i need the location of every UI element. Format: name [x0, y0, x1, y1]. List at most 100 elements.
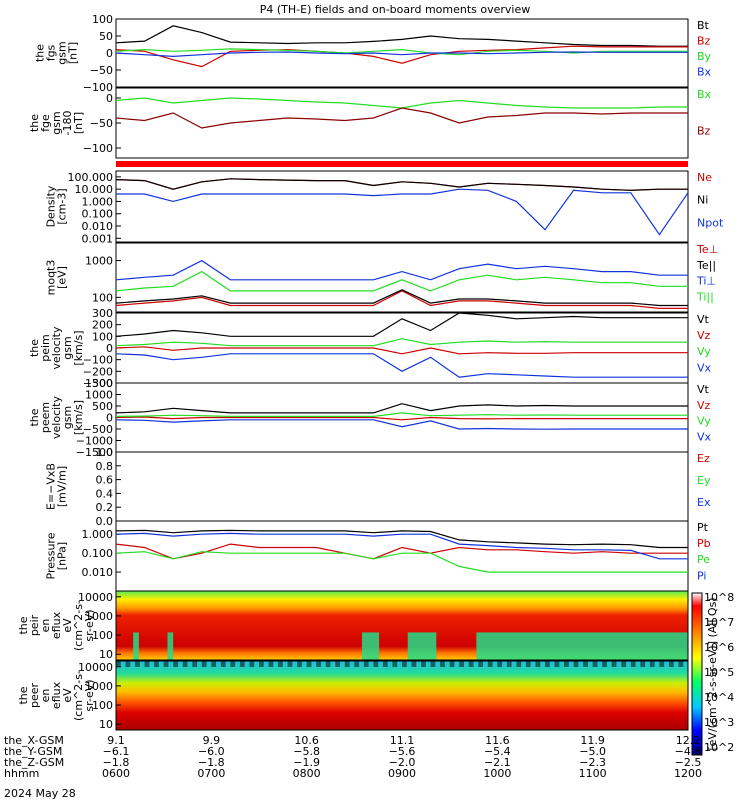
ion_velocity-ytick-0: 300 — [92, 307, 113, 320]
fgs-series-0 — [115, 25, 688, 47]
density-series-0 — [115, 178, 688, 191]
electron_spectrogram-ytick-2: 100 — [92, 699, 113, 712]
temperature-ylabel-0: moqt3 — [45, 260, 58, 296]
electron-spectrogram-speckle-56 — [649, 661, 655, 667]
electron-spectrogram-speckle-38 — [478, 661, 484, 667]
efield-ylabel-0: E=−VxB — [45, 463, 58, 510]
electron_velocity-ytick-0: 1500 — [85, 377, 113, 390]
fgs-series-3 — [115, 51, 688, 58]
ion-spectrogram-band-3 — [407, 632, 437, 660]
ion_spectrogram-frame — [115, 590, 689, 661]
fge-ylabel-0: the — [28, 114, 41, 132]
xaxis-value-1-1: −6.0 — [198, 745, 225, 758]
electron-spectrogram-speckle-52 — [611, 661, 617, 667]
ion_velocity-ytick-5: −200 — [83, 365, 113, 378]
electron-spectrogram-speckle-17 — [278, 661, 283, 667]
xaxis-value-3-1: 0700 — [197, 767, 225, 780]
ion_velocity-ytick-1: 200 — [92, 319, 113, 332]
electron-spectrogram-speckle-31 — [411, 661, 417, 667]
electron_velocity-series-1 — [115, 416, 688, 421]
electron-spectrogram-speckle-5 — [163, 661, 169, 667]
panel-efield: 1.00.80.60.40.20.0 E=−VxB[mV/m] Ez Ey Ex — [45, 446, 711, 528]
ion_spectrogram-ylabel-1: peir — [28, 614, 41, 636]
xaxis-value-2-3: −2.0 — [389, 756, 416, 769]
xaxis-value-3-5: 1100 — [579, 767, 607, 780]
temperature-legend-0: Te⊥ — [696, 243, 718, 256]
electron_velocity-ylabel-4: [km/s] — [72, 400, 85, 435]
xaxis-value-1-5: −5.0 — [579, 745, 606, 758]
temperature-series-0 — [115, 290, 688, 309]
pressure-ytick-0: 1.000 — [82, 528, 114, 541]
electron_spectrogram-ylabel-5: (cm^2-s- — [72, 670, 85, 721]
electron-spectrogram-speckle-10 — [211, 661, 217, 667]
fgs-ytick-4: −100 — [83, 81, 113, 94]
colorbar-label: [eV/(cm^2-s-sr-eV)] (All Qs) — [706, 597, 719, 750]
pressure-ylabel-0: Pressure — [45, 532, 58, 579]
pressure-legend-3: Pi — [697, 569, 706, 582]
density-ylabel-0: Density — [45, 185, 58, 227]
density-legend-1: Ni — [697, 194, 708, 207]
xaxis-value-3-3: 0900 — [388, 767, 416, 780]
fgs-ytick-3: −50 — [90, 64, 113, 77]
electron_velocity-series-2 — [115, 412, 688, 417]
ion_velocity-series-0 — [115, 312, 688, 337]
ion_velocity-series-3 — [115, 353, 688, 378]
ion_velocity-legend-3: Vx — [697, 361, 712, 374]
electron_spectrogram-ytick-0: 10000 — [78, 661, 113, 674]
electron_spectrogram-ylabel-2: en — [39, 689, 52, 703]
efield-legend-2: Ex — [697, 496, 711, 509]
electron_velocity-ylabel-0: the — [28, 408, 41, 426]
electron-spectrogram-speckle-23 — [335, 661, 341, 667]
fgs-series-1 — [115, 45, 688, 68]
temperature-series-2 — [115, 259, 688, 281]
electron-spectrogram-speckle-25 — [354, 661, 360, 667]
electron-spectrogram-speckle-54 — [630, 661, 636, 667]
electron-spectrogram-speckle-45 — [545, 661, 550, 667]
electron_spectrogram-ytick-3: 10 — [99, 718, 113, 731]
xaxis-row-label-2: the_Z-GSM — [4, 756, 64, 769]
fgs-legend-0: Bt — [697, 19, 710, 32]
electron-spectrogram-speckle-15 — [259, 661, 264, 667]
electron-spectrogram-speckle-18 — [287, 661, 293, 667]
pressure-series-3 — [115, 532, 688, 560]
electron-spectrogram-speckle-39 — [487, 661, 493, 667]
fgs-ylabel-1: fgs — [45, 44, 58, 61]
xaxis-value-3-2: 0800 — [293, 767, 321, 780]
ion_velocity-ylabel-3: gsm — [61, 336, 74, 359]
electron_velocity-ylabel-3: gsm — [61, 406, 74, 429]
electron_velocity-series-3 — [115, 419, 688, 430]
density-ytick-0: 100.000 — [68, 171, 114, 184]
density-series-1 — [115, 178, 688, 191]
electron-spectrogram-speckle-35 — [449, 661, 455, 667]
xaxis-value-1-2: −5.8 — [293, 745, 320, 758]
xaxis-value-0-5: 11.9 — [580, 734, 605, 747]
xaxis-value-3-0: 0600 — [102, 767, 130, 780]
ion_velocity-series-1 — [115, 346, 688, 355]
fge-frame — [115, 87, 689, 159]
electron-spectrogram-speckle-42 — [516, 661, 522, 667]
fge-legend-1: Bz — [697, 124, 711, 137]
xaxis-value-0-4: 11.6 — [485, 734, 510, 747]
electron-spectrogram-speckle-7 — [182, 661, 188, 667]
efield-ytick-2: 0.6 — [96, 474, 114, 487]
electron-spectrogram-speckle-40 — [497, 661, 503, 667]
electron-spectrogram-speckle-1 — [125, 661, 131, 667]
electron-spectrogram-speckle-32 — [421, 661, 426, 667]
electron_spectrogram-ylabel-4: eV — [61, 688, 74, 703]
density-legend-2: Npot — [697, 216, 724, 229]
temperature-series-1 — [115, 289, 688, 307]
electron-spectrogram-speckle-49 — [583, 661, 588, 667]
electron-spectrogram-speckle-21 — [316, 661, 321, 667]
xaxis-value-2-1: −1.8 — [198, 756, 225, 769]
electron-spectrogram-speckle-47 — [564, 661, 569, 667]
fgs-ytick-2: 0 — [106, 47, 113, 60]
panels-group: 100500−50−100thefgsgsm[nT]BtBzByBx0−50−1… — [17, 13, 724, 731]
electron_velocity-legend-1: Vz — [697, 399, 711, 412]
colorbar-ticks: 10^8 10^7 10^6 10^5 10^4 10^3 10^2 — [704, 591, 734, 754]
electron-spectrogram-speckle-22 — [325, 661, 331, 667]
colorbar-tick-3: 10^5 — [704, 666, 734, 679]
